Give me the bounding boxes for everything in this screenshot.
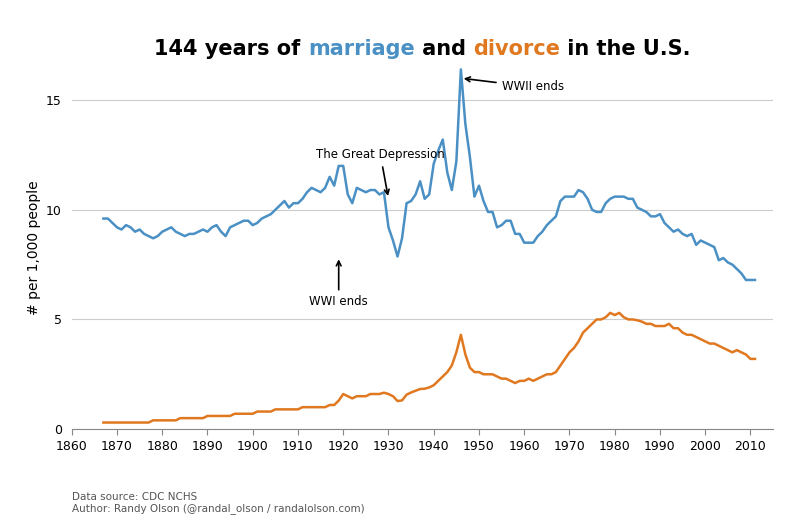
Text: marriage: marriage [308, 39, 414, 59]
Y-axis label: # per 1,000 people: # per 1,000 people [26, 181, 41, 315]
Text: divorce: divorce [473, 39, 560, 59]
Text: The Great Depression: The Great Depression [316, 148, 445, 194]
Text: in the U.S.: in the U.S. [560, 39, 690, 59]
Text: and: and [414, 39, 473, 59]
Text: Data source: CDC NCHS
Author: Randy Olson (@randal_olson / randalolson.com): Data source: CDC NCHS Author: Randy Olso… [72, 492, 364, 514]
Text: WWII ends: WWII ends [465, 77, 563, 94]
Text: WWI ends: WWI ends [309, 261, 368, 308]
Text: 144 years of: 144 years of [155, 39, 308, 59]
